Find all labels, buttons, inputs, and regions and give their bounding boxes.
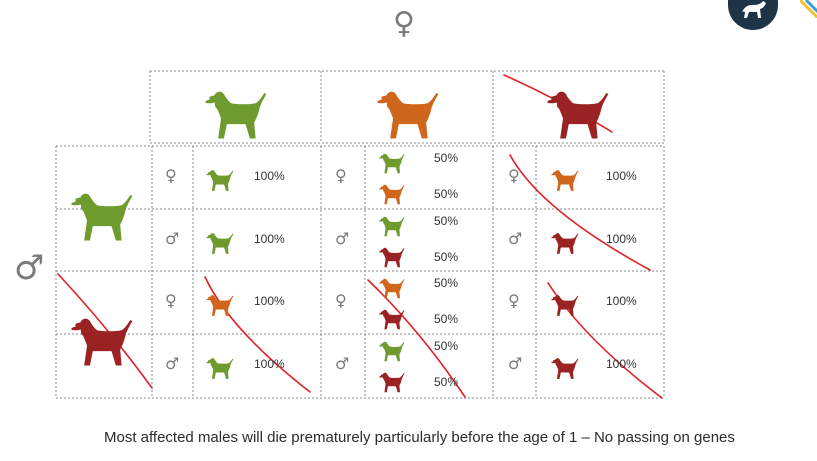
pct-r3c1-a: 50%: [434, 339, 459, 353]
sex-symbol-r1c1: ♂: [335, 229, 350, 248]
strike-row-parent-red: [57, 273, 153, 389]
sex-symbol-r0c0: ♀: [165, 166, 177, 185]
cell-dog-r2c1-a: [379, 278, 405, 299]
cell-dog-r1c0: [206, 233, 234, 254]
pct-r2c0: 100%: [254, 294, 285, 308]
cell-dog-r0c1-a: [379, 153, 405, 174]
header-dog-red: [547, 91, 609, 139]
sex-symbol-r1c2: ♂: [508, 229, 523, 248]
cell-dog-r1c1-b: [379, 247, 405, 268]
pct-r2c1-a: 50%: [434, 276, 459, 290]
cell-dog-r0c1-b: [379, 184, 405, 205]
sex-symbol-r2c0: ♀: [165, 291, 177, 310]
pct-r1c0: 100%: [254, 232, 285, 246]
cell-dog-r3c1-b: [379, 372, 405, 393]
pct-r3c0: 100%: [254, 357, 285, 371]
cell-dog-r1c1-a: [379, 216, 405, 237]
footer-text: Most affected males will die prematurely…: [104, 429, 735, 446]
row-parent-dog-red: [71, 318, 133, 366]
header-dog-green: [205, 91, 267, 139]
sex-symbol-r1c0: ♂: [165, 229, 180, 248]
pct-r1c1-a: 50%: [434, 214, 459, 228]
header-dog-orange: [377, 91, 439, 139]
sex-symbol-r0c2: ♀: [508, 166, 520, 185]
pct-r0c1-b: 50%: [434, 187, 459, 201]
female-symbol-header: ♀: [393, 6, 415, 41]
strike-cell-r2c1: [367, 279, 466, 398]
row-parent-dog-green: [71, 193, 133, 241]
pct-r3c2: 100%: [606, 357, 637, 371]
strike-cell-r2c0: [204, 276, 311, 393]
pct-r1c1-b: 50%: [434, 250, 459, 264]
cell-dog-r3c1-a: [379, 341, 405, 362]
sex-symbol-r0c1: ♀: [335, 166, 347, 185]
sex-symbol-r2c2: ♀: [508, 291, 520, 310]
pct-r2c2: 100%: [606, 294, 637, 308]
cell-dog-r2c2: [551, 295, 579, 316]
logo: [728, 0, 778, 30]
pct-r0c2: 100%: [606, 169, 637, 183]
pct-r0c1-a: 50%: [434, 151, 459, 165]
sex-symbol-r3c2: ♂: [508, 354, 523, 373]
corner-stripe-icon: [800, 0, 817, 18]
pct-r3c1-b: 50%: [434, 375, 459, 389]
cell-dog-r0c2: [551, 170, 579, 191]
male-symbol-side: ♂: [14, 248, 45, 288]
pct-r2c1-b: 50%: [434, 312, 459, 326]
sex-symbol-r3c0: ♂: [165, 354, 180, 373]
sex-symbol-r2c1: ♀: [335, 291, 347, 310]
sex-symbol-r3c1: ♂: [335, 354, 350, 373]
cell-dog-r3c0: [206, 358, 234, 379]
pct-r0c0: 100%: [254, 169, 285, 183]
cell-dog-r0c0: [206, 170, 234, 191]
cell-dog-r3c2: [551, 358, 579, 379]
cell-dog-r2c1-b: [379, 309, 405, 330]
cell-dog-r2c0: [206, 295, 234, 316]
dog-logo-icon: [742, 1, 766, 18]
cell-dog-r1c2: [551, 233, 579, 254]
strike-cell-r0c2: [509, 154, 651, 271]
pct-r1c2: 100%: [606, 232, 637, 246]
